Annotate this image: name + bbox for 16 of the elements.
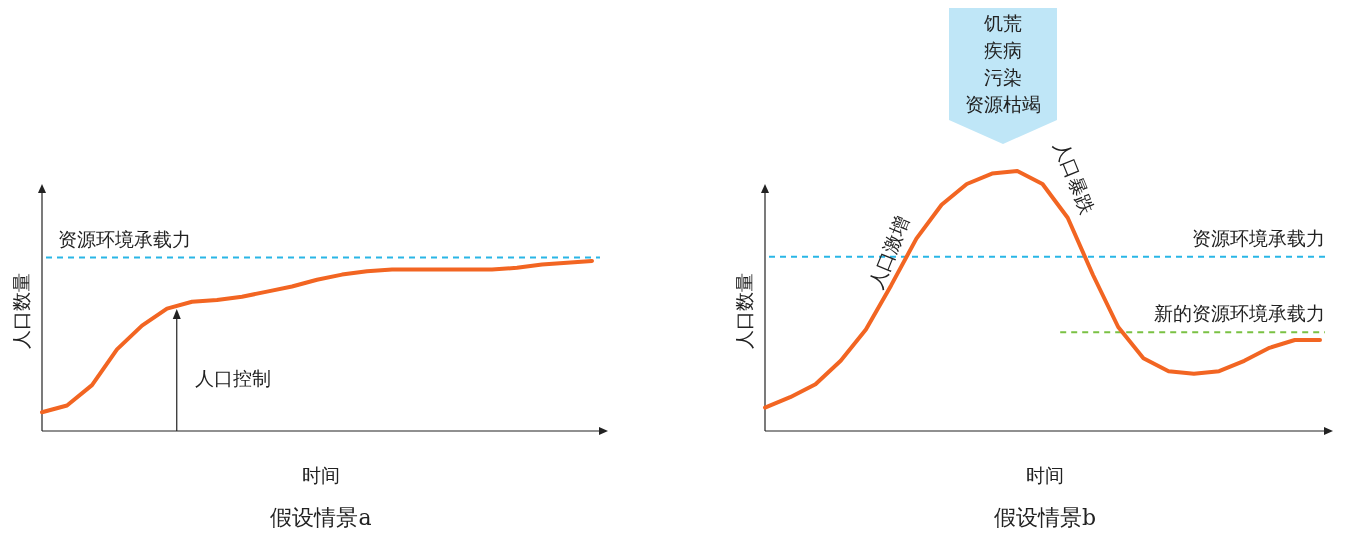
text: 污染 — [984, 66, 1022, 88]
text: 资源枯竭 — [965, 93, 1041, 115]
y-axis-title: 人口数量 — [733, 273, 755, 349]
ref-line-label: 资源环境承载力 — [58, 227, 191, 250]
ref-line-label: 资源环境承载力 — [1192, 226, 1325, 249]
annotation: 人口暴跌 — [1050, 138, 1099, 217]
annotation: 人口激增 — [864, 213, 913, 292]
x-axis-title: 时间 — [1026, 464, 1064, 486]
x-axis-title: 时间 — [302, 464, 340, 486]
text: 假设情景a — [270, 505, 372, 530]
text: 饥荒 — [983, 12, 1022, 34]
text: 假设情景b — [993, 505, 1097, 530]
y-axis-title: 人口数量 — [10, 273, 32, 349]
text: 疾病 — [984, 39, 1022, 61]
annotation: 人口控制 — [195, 367, 271, 389]
ref-line-label: 新的资源环境承载力 — [1154, 302, 1325, 325]
